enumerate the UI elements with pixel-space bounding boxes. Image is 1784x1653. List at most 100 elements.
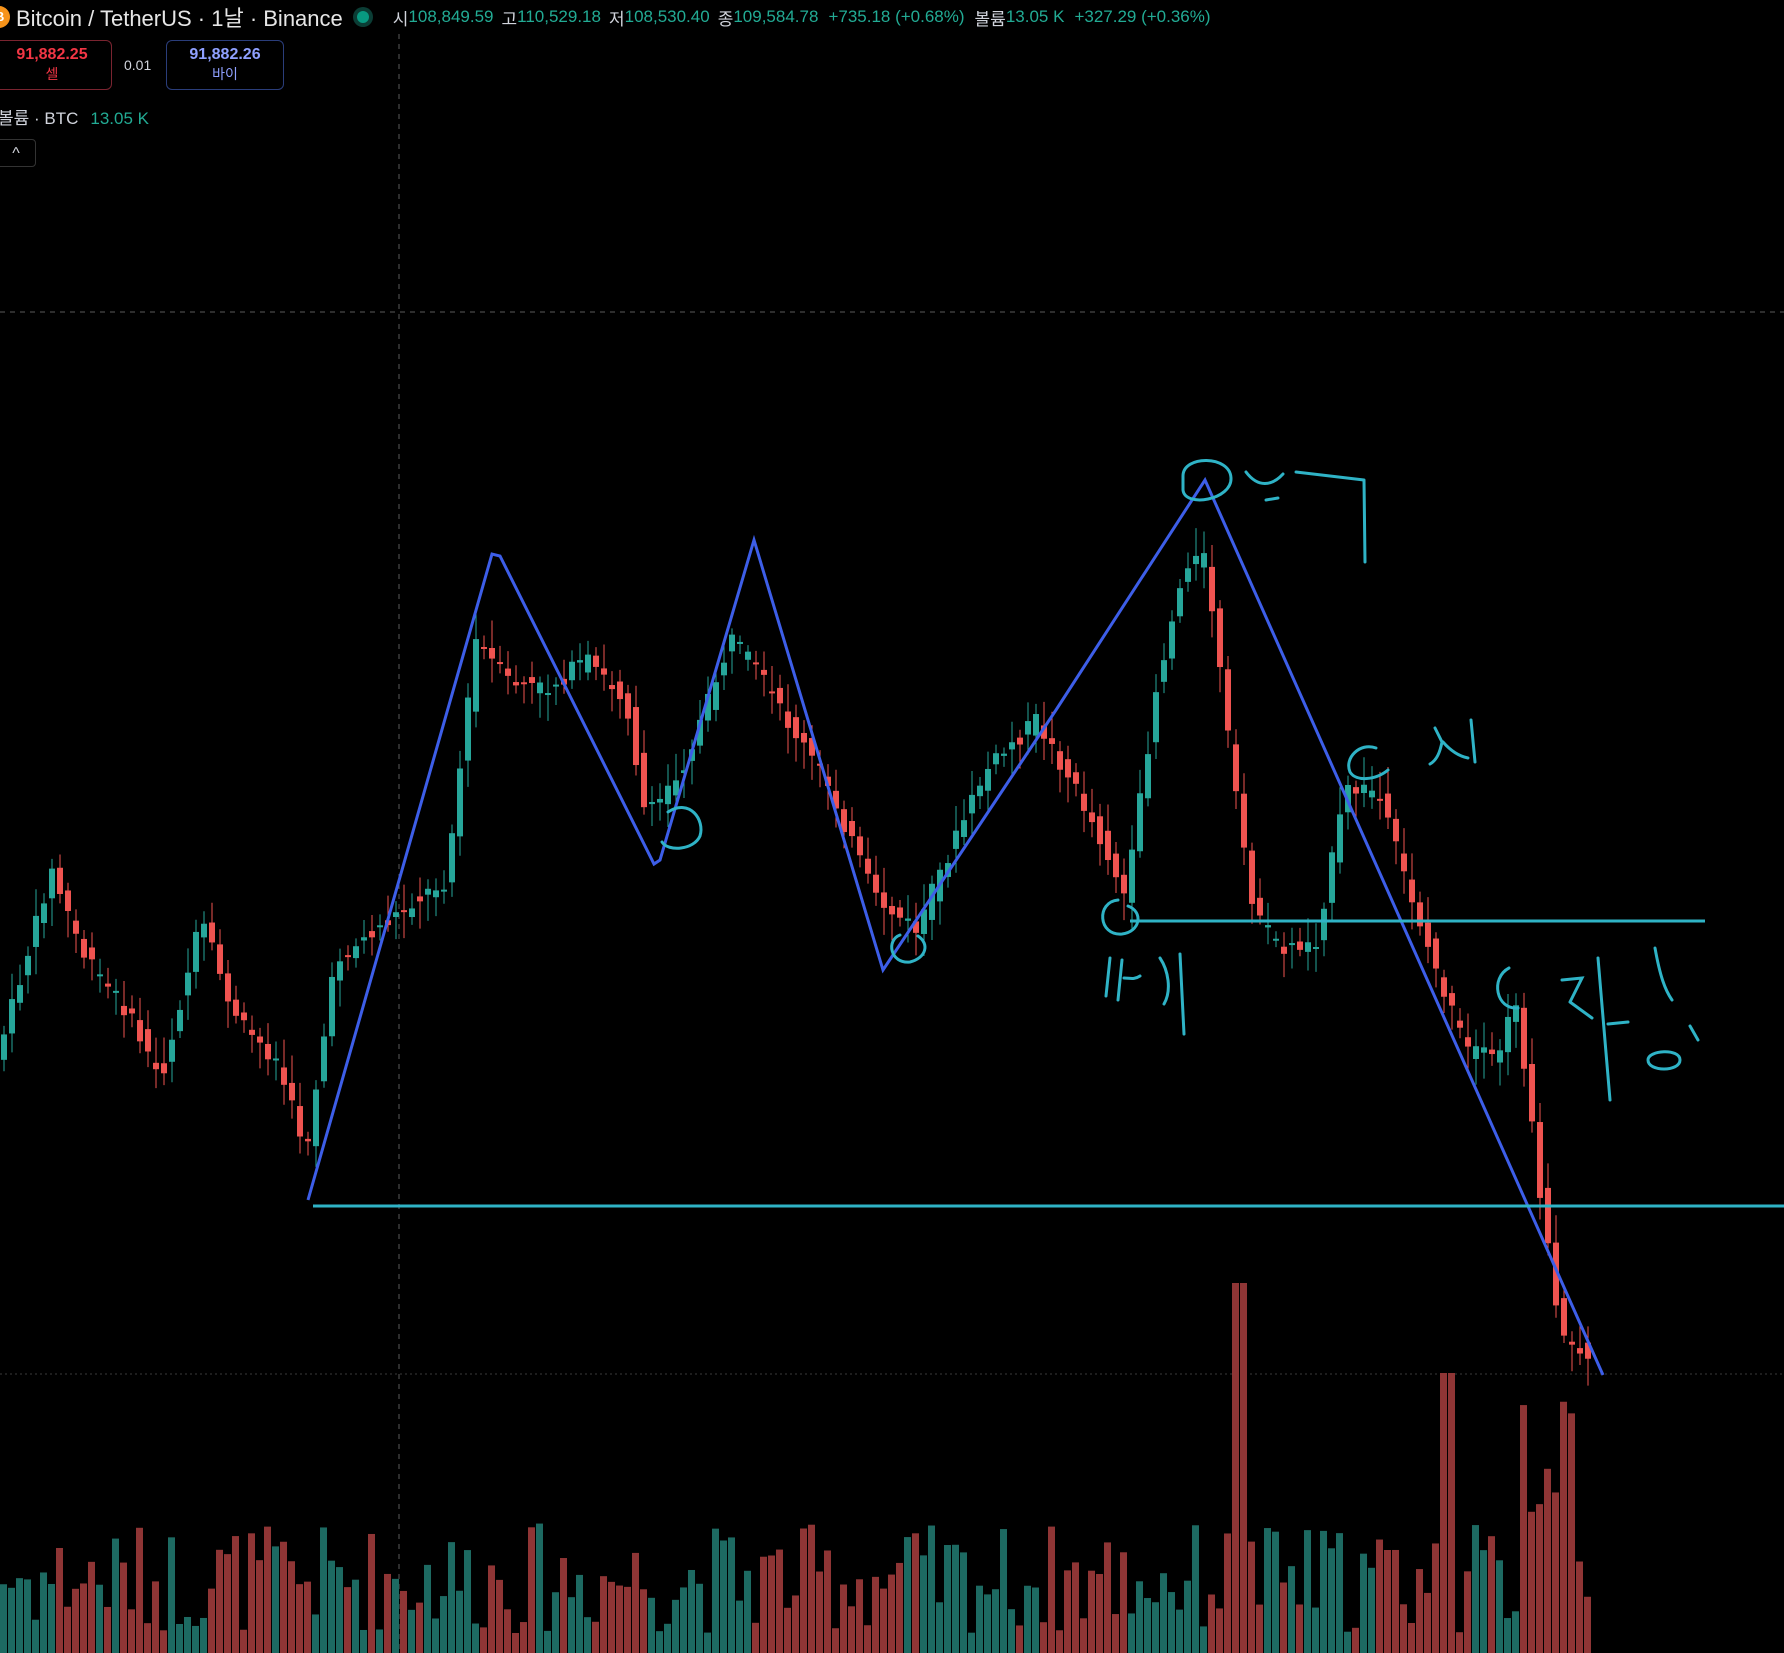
volume-bar [136, 1527, 143, 1653]
volume-bar [592, 1621, 599, 1653]
candle-body [81, 938, 87, 958]
volume-bar [1224, 1533, 1231, 1653]
candle-body [1177, 588, 1183, 617]
volume-bar [632, 1552, 639, 1653]
volume-bar [848, 1606, 855, 1653]
candle-body [1361, 784, 1367, 794]
volume-value: 13.05 K [1005, 7, 1065, 26]
candle-body [1257, 897, 1263, 916]
volume-bar [888, 1574, 895, 1653]
candle-body [41, 903, 47, 923]
candle-body [193, 931, 199, 972]
volume-bar [352, 1579, 359, 1653]
volume-bar [344, 1587, 351, 1653]
candle-body [1481, 1047, 1487, 1053]
volume-bar [1488, 1536, 1495, 1653]
circle-head [1181, 459, 1233, 502]
volume-bar [1280, 1582, 1287, 1653]
volume-bar [1144, 1598, 1151, 1653]
buy-button[interactable]: 91,882.26 바이 [166, 40, 284, 90]
volume-bar [768, 1555, 775, 1653]
volume-bar [1328, 1548, 1335, 1653]
symbol-title[interactable]: Bitcoin / TetherUS · 1날 · Binance [16, 6, 343, 31]
candle-body [1073, 772, 1079, 784]
volume-bar [512, 1632, 519, 1653]
volume-bar [640, 1589, 647, 1653]
candle-body [721, 662, 727, 676]
volume-bar [760, 1556, 767, 1653]
volume-bar [1544, 1468, 1551, 1653]
candle-body [601, 668, 607, 675]
volume-change: +327.29 (+0.36%) [1074, 7, 1211, 26]
volume-bar [664, 1623, 671, 1653]
candle-body [1545, 1187, 1551, 1244]
volume-bar [576, 1574, 583, 1653]
candle-body [97, 974, 103, 977]
candle-body [1393, 818, 1399, 842]
volume-bar [224, 1554, 231, 1653]
volume-bar [376, 1629, 383, 1653]
volume-bar [288, 1561, 295, 1653]
candle-body [1273, 938, 1279, 941]
volume-bar [72, 1588, 79, 1653]
volume-bar [1496, 1560, 1503, 1653]
candle-body [217, 944, 223, 974]
volume-bar [776, 1549, 783, 1653]
candle-body [713, 682, 719, 710]
volume-bar [40, 1572, 47, 1653]
volume-bar [192, 1625, 199, 1653]
volume-bar [1360, 1553, 1367, 1653]
volume-bar [1520, 1405, 1527, 1653]
volume-bar [1016, 1625, 1023, 1653]
volume-bar [504, 1609, 511, 1653]
collapse-indicators-button[interactable]: ^ [0, 139, 36, 167]
volume-bar [1248, 1541, 1255, 1653]
candle-body [969, 794, 975, 814]
candle-body [489, 647, 495, 659]
candle-body [857, 836, 863, 856]
candle-body [25, 955, 31, 976]
candle-body [105, 983, 111, 987]
candle-body [777, 687, 783, 704]
volume-bar [64, 1606, 71, 1653]
low-label: 저 [608, 9, 625, 29]
volume-bar [1432, 1543, 1439, 1653]
candle-body [17, 985, 23, 1003]
candle-body [1185, 568, 1191, 582]
candle-body [305, 1138, 311, 1142]
candle-body [1017, 737, 1023, 745]
volume-bar [520, 1622, 527, 1653]
candle-body [897, 907, 903, 918]
candle-body [1065, 759, 1071, 778]
volume-bar [1128, 1613, 1135, 1653]
volume-bar [832, 1628, 839, 1653]
candle-body [265, 1043, 271, 1060]
candle-body [649, 802, 655, 805]
candle-body [1473, 1046, 1479, 1059]
candle-body [865, 858, 871, 874]
volume-bar [1376, 1539, 1383, 1653]
candle-body [1097, 816, 1103, 845]
volume-bar [240, 1629, 247, 1653]
candle-body [833, 790, 839, 809]
candle-body [537, 682, 543, 694]
volume-bar [248, 1533, 255, 1653]
volume-bar [568, 1597, 575, 1653]
sell-button[interactable]: 91,882.25 셀 [0, 40, 112, 90]
volume-bar [744, 1570, 751, 1653]
volume-bar [216, 1549, 223, 1653]
volume-bar [440, 1596, 447, 1653]
volume-bar [152, 1581, 159, 1653]
volume-bar [456, 1590, 463, 1653]
candle-body [521, 682, 527, 685]
candle-body [497, 662, 503, 665]
volume-bar [1120, 1552, 1127, 1653]
candle-body [553, 684, 559, 687]
volume-legend[interactable]: 볼륨 · BTC 13.05 K [0, 104, 149, 129]
volume-bar [184, 1616, 191, 1653]
chart-legend-header: ₿ Bitcoin / TetherUS · 1날 · Binance 시108… [0, 0, 1211, 34]
volume-bar [1136, 1581, 1143, 1653]
candle-body [849, 821, 855, 837]
candle-body [1513, 1005, 1519, 1022]
